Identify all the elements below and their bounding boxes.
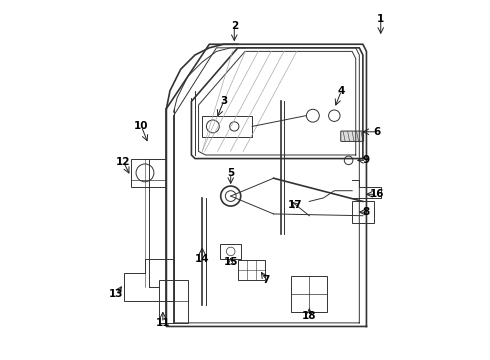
Bar — [292, 276, 327, 312]
Text: 14: 14 — [195, 253, 209, 264]
Bar — [220, 244, 242, 258]
Text: 6: 6 — [373, 127, 381, 137]
Text: 13: 13 — [109, 289, 123, 299]
Text: 2: 2 — [231, 21, 238, 31]
Bar — [238, 260, 265, 280]
Text: 17: 17 — [288, 200, 302, 210]
Text: 4: 4 — [338, 86, 345, 96]
Text: 15: 15 — [223, 257, 238, 267]
Text: 8: 8 — [363, 207, 370, 217]
Text: 9: 9 — [363, 156, 370, 165]
Text: 3: 3 — [220, 96, 227, 107]
Text: 12: 12 — [116, 157, 131, 167]
Text: 11: 11 — [156, 318, 170, 328]
FancyBboxPatch shape — [341, 131, 364, 141]
Text: 7: 7 — [263, 275, 270, 285]
Text: 16: 16 — [370, 189, 385, 199]
Text: 10: 10 — [134, 121, 148, 131]
Text: 18: 18 — [302, 311, 317, 321]
Text: 1: 1 — [377, 14, 384, 24]
Text: 5: 5 — [227, 168, 234, 178]
